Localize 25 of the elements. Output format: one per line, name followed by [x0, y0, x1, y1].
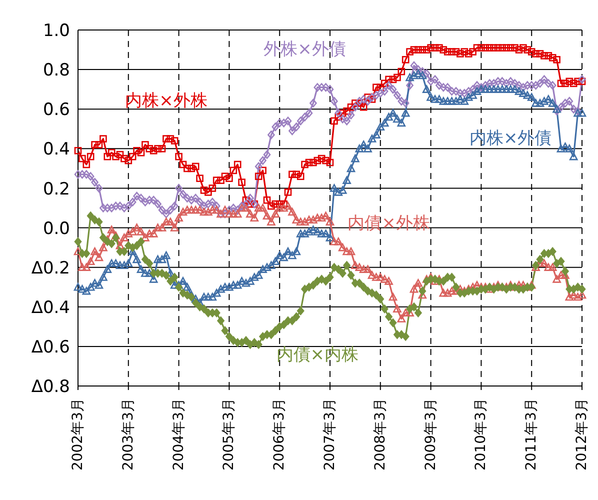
- series-label: 外株×外債: [264, 39, 346, 60]
- x-tick-label: 2002年3月: [70, 398, 86, 471]
- x-tick-label: 2011年3月: [524, 398, 540, 471]
- series-label: 内株×外株: [125, 90, 208, 111]
- y-tick-label: 1.0: [42, 21, 70, 42]
- x-tick-label: 2004年3月: [170, 398, 187, 471]
- y-tick-label: Δ0.4: [31, 298, 70, 318]
- y-tick-label: 0.4: [42, 140, 70, 160]
- x-tick-label: 2009年3月: [422, 398, 439, 471]
- y-tick-label: 0.2: [42, 179, 70, 200]
- y-tick-label: Δ0.8: [31, 377, 70, 398]
- series-label: 内債×内株: [276, 344, 359, 365]
- series-label: 内株×外債: [469, 128, 552, 148]
- y-tick-label: 0.6: [42, 100, 70, 120]
- x-tick-label: 2007年3月: [322, 398, 338, 471]
- x-tick-label: 2003年3月: [120, 398, 136, 471]
- y-tick-label: Δ0.6: [31, 337, 70, 358]
- x-tick-label: 2005年3月: [221, 398, 238, 471]
- y-tick-label: 0.8: [42, 60, 70, 81]
- y-tick-label: Δ0.2: [31, 258, 70, 278]
- x-tick-label: 2012年3月: [574, 398, 590, 471]
- x-tick-label: 2010年3月: [473, 398, 490, 471]
- x-tick-label: 2006年3月: [272, 398, 288, 471]
- y-tick-label: 0.0: [42, 218, 70, 239]
- x-tick-label: 2008年3月: [372, 398, 388, 471]
